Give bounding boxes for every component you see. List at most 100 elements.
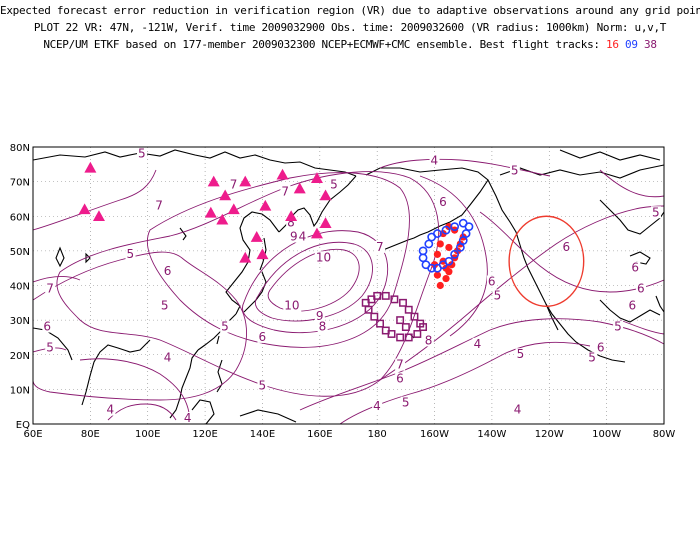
- track-38-point: [401, 323, 410, 332]
- contour-label: 6: [164, 264, 172, 278]
- contour-label: 8: [319, 320, 327, 334]
- track-38-point: [381, 326, 390, 335]
- contour-label: 6: [637, 281, 645, 295]
- observation-triangle: [239, 175, 252, 187]
- contour-label: 7: [281, 184, 289, 198]
- observation-triangle: [250, 231, 263, 242]
- contour-label-bg: [429, 154, 440, 167]
- contour-label-bg: [159, 299, 170, 312]
- verification-region-circle: [508, 215, 585, 307]
- contour-label: 5: [652, 205, 660, 219]
- contour-label: 4: [431, 153, 439, 167]
- observation-triangle: [319, 217, 332, 228]
- coast-baja: [545, 303, 559, 331]
- contour-label: 5: [138, 146, 146, 160]
- observation-triangle: [84, 161, 97, 173]
- contour-label-bg: [515, 348, 526, 361]
- lat-tick-label: 40N: [10, 282, 30, 293]
- contour-4c: [379, 158, 551, 177]
- contour-label-bg: [438, 195, 449, 208]
- track-38-point: [413, 330, 422, 338]
- contour-label: 7: [230, 178, 238, 192]
- contour-6b: [379, 205, 664, 381]
- observation-triangle: [285, 210, 298, 222]
- contour-label: 9: [316, 309, 324, 323]
- coast-arctic-canada: [499, 164, 664, 179]
- contour-label: 6: [43, 320, 51, 334]
- contour-label-bg: [472, 337, 483, 350]
- track-38-point: [390, 295, 399, 304]
- coast-okhotsk-west: [225, 211, 280, 315]
- contour-label-bg: [636, 282, 647, 295]
- coast-great-lakes: [629, 251, 651, 265]
- contour-label-bg: [220, 320, 231, 333]
- lon-tick-label: 180: [368, 429, 387, 440]
- track-09-point: [433, 229, 442, 238]
- track-09-point: [433, 263, 442, 273]
- contour-4d: [107, 403, 177, 421]
- contour-label-bg: [286, 216, 297, 229]
- coast-indochina: [169, 349, 199, 419]
- track-16-point: [430, 261, 439, 269]
- contour-label-bg: [45, 341, 56, 354]
- contour-label: 4: [164, 351, 172, 365]
- lon-tick-label: 80W: [653, 429, 676, 440]
- contour-4: [79, 358, 191, 424]
- track-38-label: 38: [644, 38, 657, 51]
- contour-label: 7: [376, 240, 384, 254]
- contour-label: 4: [299, 229, 307, 243]
- contour-label: 6: [439, 195, 447, 209]
- contour-label: 6: [396, 371, 404, 385]
- contour-label-bg: [595, 341, 606, 354]
- contour-label-bg: [136, 147, 147, 160]
- observation-triangle: [293, 182, 306, 194]
- track-38-point: [373, 291, 382, 300]
- coast-alaska: [365, 167, 489, 241]
- track-38-point: [410, 312, 419, 321]
- contour-label: 5: [511, 164, 519, 178]
- contour-label-bg: [395, 372, 406, 385]
- lat-tick-label: 10N: [10, 385, 30, 396]
- track-09-point: [455, 243, 465, 252]
- contour-label: 4: [106, 403, 114, 417]
- contour-label-bg: [512, 403, 523, 416]
- lon-tick-label: 120E: [192, 429, 217, 440]
- track-09-point: [450, 222, 460, 232]
- contour-label: 10: [284, 299, 299, 313]
- contour-label-bg: [105, 403, 116, 416]
- coast-philippines: [216, 359, 223, 393]
- lon-tick-label: 160W: [420, 429, 449, 440]
- coast-mexico: [599, 299, 661, 323]
- contour-label: 6: [628, 299, 636, 313]
- contour-label-bg: [314, 310, 325, 323]
- contour-label: 5: [517, 347, 525, 361]
- contour-label-bg: [162, 265, 173, 278]
- lon-tick-label: 60E: [23, 429, 42, 440]
- map-frame: [32, 146, 665, 425]
- contour-label-bg: [45, 282, 56, 295]
- contour-lines: [33, 158, 664, 424]
- contour-label-bg: [630, 261, 641, 274]
- track-38-point: [361, 298, 370, 307]
- track-38-point: [376, 319, 385, 328]
- observation-triangle: [310, 227, 323, 239]
- observation-triangle: [219, 189, 232, 201]
- track-16-point: [453, 247, 462, 255]
- observation-triangle: [92, 210, 105, 222]
- contour-label-bg: [587, 351, 598, 364]
- contour-label-bg: [509, 164, 520, 177]
- contour-label: 7: [155, 198, 163, 212]
- lat-tick-label: 80N: [10, 143, 30, 154]
- observation-triangle: [256, 248, 269, 260]
- contour-label-bg: [492, 289, 503, 302]
- contour-label: 8: [287, 216, 295, 230]
- contour-label: 4: [514, 403, 522, 417]
- contour-label-bg: [651, 206, 661, 219]
- observation-triangle: [239, 251, 252, 263]
- contour-7b: [33, 275, 81, 283]
- contour-6c: [479, 211, 664, 293]
- contour-label: 5: [46, 340, 54, 354]
- track-16-point: [433, 271, 442, 279]
